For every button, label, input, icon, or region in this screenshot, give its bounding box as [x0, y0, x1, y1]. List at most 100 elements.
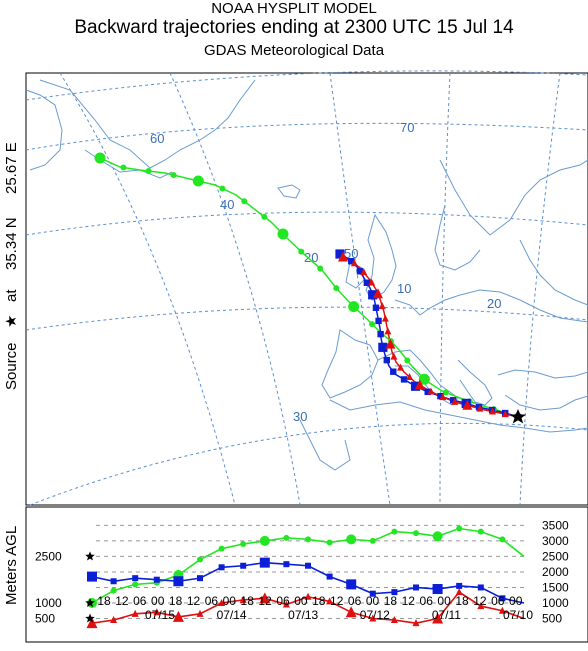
height-hour-tick-label: 00 [509, 594, 523, 608]
height-chart-gridlines [96, 524, 528, 619]
height-marker-square-16 [173, 576, 184, 587]
trajectory-marker-triangle-10 [397, 363, 405, 371]
grid-label-20w: 20 [304, 250, 318, 265]
trajectory-marker-square-8 [410, 381, 421, 391]
height-marker-square-15 [197, 575, 203, 582]
grid-label-40: 40 [220, 197, 234, 212]
height-marker-triangle-5 [412, 619, 420, 627]
grid-label-30: 30 [293, 409, 307, 424]
height-marker-square-19 [110, 578, 117, 585]
trajectory-marker-circle-16 [192, 175, 204, 187]
height-marker-circle-6 [391, 528, 398, 535]
height-marker-triangle-13 [239, 595, 247, 603]
trajectory-marker-circle-7 [369, 321, 376, 328]
height-marker-triangle-9 [326, 597, 334, 605]
height-date-tick-label: 07/15 [145, 608, 175, 622]
height-left-tick-label: 2500 [35, 549, 62, 563]
height-marker-circle-13 [240, 541, 247, 548]
trajectory-marker-circle-14 [241, 198, 248, 205]
trajectory-marker-circle-17 [170, 172, 177, 179]
trajectory-marker-triangle-19 [350, 259, 358, 267]
grid-label-20e: 20 [487, 296, 501, 311]
trajectory-marker-square-10 [390, 368, 397, 375]
height-ylabel: Meters AGL [3, 526, 20, 605]
coastlines [25, 79, 588, 471]
height-left-tick-label: 1000 [35, 596, 62, 610]
trajectory-marker-circle-5 [404, 357, 411, 364]
height-right-tick-label: 1500 [542, 580, 569, 594]
grid-label-70: 70 [400, 120, 414, 135]
trajectory-marker-circle-4 [418, 373, 430, 385]
height-marker-circle-9 [326, 539, 333, 546]
height-marker-square-13 [240, 562, 247, 569]
coast-canary [299, 419, 351, 471]
height-marker-triangle-2 [477, 602, 485, 610]
source-label-prefix: Source [3, 342, 20, 390]
grid-label-50: 50 [344, 246, 358, 261]
height-date-tick-label: 07/12 [360, 608, 390, 622]
longitude-line-40e [519, 72, 561, 506]
trajectory-marker-circle-8 [348, 301, 360, 313]
height-marker-square-11 [283, 561, 290, 568]
height-date-tick-label: 07/14 [217, 608, 247, 622]
height-marker-square-3 [456, 582, 463, 589]
height-marker-triangle-8 [345, 606, 357, 618]
trajectory-marker-square-19 [348, 258, 355, 265]
trajectory-marker-triangle-12 [385, 338, 396, 349]
trajectory-marker-square-15 [372, 304, 380, 311]
height-marker-square-10 [305, 562, 311, 569]
height-marker-triangle-11 [282, 600, 290, 608]
trajectory-marker-triangle-15 [378, 302, 386, 310]
coast-arctic-canada [25, 89, 63, 171]
coast-turkey [504, 394, 588, 411]
grid-labels: 60 70 40 50 20 10 20 30 [150, 120, 501, 424]
height-marker-triangle-10 [304, 592, 312, 600]
height-marker-triangle-16 [172, 610, 184, 622]
height-hour-tick-label: 00 [437, 594, 451, 608]
trajectory-marker-square-14 [375, 317, 382, 325]
trajectory-marker-triangle-2 [489, 407, 497, 415]
longitude-line-20e [439, 72, 451, 506]
height-marker-square-18 [132, 575, 139, 582]
height-marker-square-17 [153, 576, 160, 583]
coast-ireland [345, 261, 365, 289]
trajectory-marker-square-20 [335, 249, 345, 259]
trajectory-marker-square-13 [377, 330, 384, 338]
trajectory-marker-square-12 [378, 342, 388, 352]
trajectory-marker-triangle-8 [414, 379, 425, 390]
height-left-tick-label: 500 [35, 611, 55, 625]
trajectory-marker-circle-20 [94, 152, 106, 164]
trajectory-marker-square-18 [356, 268, 364, 275]
height-marker-circle-1 [499, 536, 506, 543]
coast-iceland [277, 184, 301, 199]
height-marker-circle-19 [110, 587, 117, 594]
source-label-lat: 35.34 N [3, 217, 20, 270]
height-right-tick-label: 500 [542, 611, 562, 625]
height-start-star-icon [85, 597, 95, 608]
height-marker-square-14 [218, 564, 225, 571]
map-graticule [25, 70, 588, 506]
height-date-tick-label: 07/11 [432, 608, 461, 622]
height-chart-axis: 3500300025002000150010005002500100050018… [35, 518, 569, 625]
height-marker-square-8 [346, 579, 357, 590]
coast-north-africa [329, 399, 588, 433]
longitude-line-40w [59, 72, 236, 506]
height-hour-tick-label: 00 [223, 594, 237, 608]
height-hour-tick-label: 12 [330, 594, 344, 608]
trajectory-marker-square-9 [400, 376, 408, 383]
height-marker-square-9 [326, 573, 333, 580]
longitude-line-0 [329, 72, 391, 506]
height-marker-square-7 [369, 590, 376, 597]
height-marker-circle-15 [197, 556, 203, 563]
height-right-tick-label: 2000 [542, 565, 569, 579]
height-marker-square-1 [499, 595, 506, 602]
height-marker-triangle-17 [153, 608, 161, 616]
title-main: Backward trajectories ending at 2300 UTC… [74, 17, 514, 38]
trajectory-marker-circle-19 [120, 164, 127, 171]
trajectory-marker-triangle-5 [451, 397, 459, 405]
coast-greenland [39, 79, 256, 169]
trajectory-marker-triangle-3 [476, 404, 484, 412]
height-marker-square-4 [432, 584, 443, 595]
grid-label-10: 10 [397, 281, 411, 296]
height-marker-circle-18 [132, 581, 139, 588]
